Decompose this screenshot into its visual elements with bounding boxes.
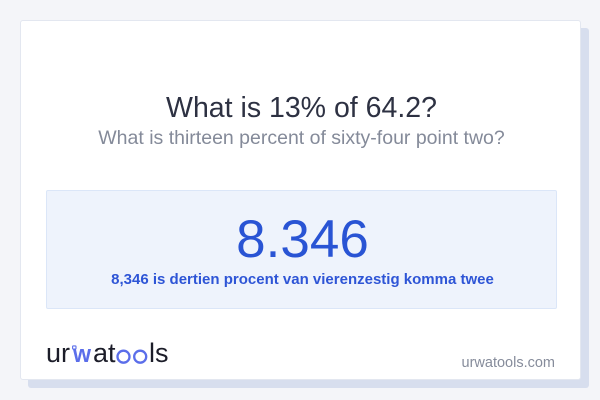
- svg-text:at: at: [93, 339, 116, 368]
- svg-text:ls: ls: [149, 339, 169, 368]
- svg-text:ur: ur: [46, 339, 70, 368]
- svg-text:w: w: [72, 341, 92, 368]
